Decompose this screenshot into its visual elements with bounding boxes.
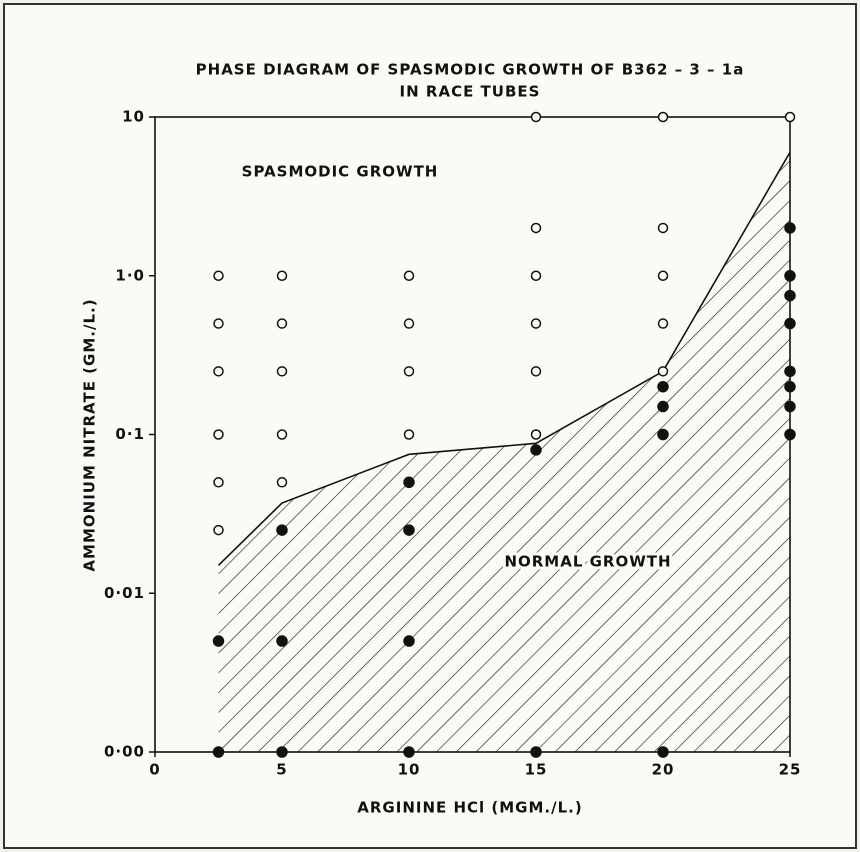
boundary-line bbox=[217, 151, 791, 566]
y-tick-label: 0·00 bbox=[104, 743, 145, 761]
x-tick-label: 0 bbox=[149, 761, 160, 779]
normal-point bbox=[784, 289, 796, 302]
normal-point bbox=[212, 746, 225, 758]
normal-point bbox=[784, 222, 796, 234]
x-tick-label: 20 bbox=[652, 761, 675, 779]
normal-point bbox=[276, 524, 288, 536]
spasmodic-point bbox=[530, 318, 542, 329]
spasmodic-point bbox=[213, 477, 224, 488]
spasmodic-point bbox=[276, 318, 288, 329]
x-axis-label: ARGININE HCl (MGM./L.) bbox=[357, 799, 582, 817]
normal-point bbox=[212, 635, 225, 647]
normal-point bbox=[784, 380, 796, 393]
region-label: NORMAL GROWTH bbox=[504, 553, 671, 571]
normal-point bbox=[784, 270, 796, 282]
normal-point bbox=[657, 746, 669, 758]
spasmodic-point bbox=[276, 366, 288, 377]
normal-point bbox=[403, 635, 415, 647]
spasmodic-point bbox=[276, 429, 288, 440]
y-axis-label: AMMONIUM NITRATE (GM./L.) bbox=[81, 298, 99, 571]
normal-point bbox=[784, 428, 796, 441]
spasmodic-point bbox=[213, 429, 224, 440]
normal-point bbox=[657, 428, 669, 441]
spasmodic-point bbox=[530, 222, 542, 234]
normal-point bbox=[276, 746, 288, 758]
normal-point bbox=[530, 444, 542, 456]
y-tick-label: 0·1 bbox=[115, 425, 145, 443]
spasmodic-point bbox=[784, 111, 796, 123]
spasmodic-point bbox=[276, 270, 288, 281]
normal-point bbox=[784, 400, 796, 413]
spasmodic-point bbox=[213, 318, 224, 329]
normal-point bbox=[784, 317, 796, 330]
spasmodic-point bbox=[213, 270, 224, 281]
region-label: SPASMODIC GROWTH bbox=[242, 163, 439, 181]
normal-point bbox=[657, 400, 669, 413]
normal-point bbox=[784, 365, 796, 378]
normal-point bbox=[530, 746, 542, 758]
spasmodic-point bbox=[276, 477, 288, 488]
spasmodic-point bbox=[657, 270, 669, 281]
chart-subtitle: IN RACE TUBES bbox=[400, 83, 541, 101]
y-tick-label: 10 bbox=[122, 108, 145, 126]
spasmodic-point bbox=[403, 270, 415, 281]
spasmodic-point bbox=[657, 318, 669, 329]
spasmodic-point bbox=[403, 429, 415, 440]
normal-point bbox=[657, 380, 669, 393]
spasmodic-point bbox=[657, 366, 669, 377]
spasmodic-point bbox=[403, 318, 415, 329]
spasmodic-point bbox=[213, 366, 224, 377]
spasmodic-point bbox=[657, 111, 669, 123]
y-tick-label: 0·01 bbox=[104, 584, 145, 602]
x-tick-label: 5 bbox=[276, 761, 287, 779]
normal-point bbox=[403, 524, 415, 536]
x-tick-label: 15 bbox=[525, 761, 548, 779]
normal-region bbox=[218, 152, 790, 752]
y-tick-label: 1·0 bbox=[115, 266, 145, 284]
spasmodic-point bbox=[530, 429, 542, 440]
spasmodic-point bbox=[530, 270, 542, 281]
normal-point bbox=[276, 635, 288, 647]
x-tick-label: 25 bbox=[779, 761, 802, 779]
spasmodic-point bbox=[213, 524, 224, 536]
spasmodic-point bbox=[530, 111, 542, 123]
x-tick-label: 10 bbox=[398, 761, 421, 779]
normal-point bbox=[403, 746, 415, 758]
spasmodic-point bbox=[657, 222, 669, 234]
chart-title: PHASE DIAGRAM OF SPASMODIC GROWTH OF B36… bbox=[196, 61, 745, 79]
spasmodic-point bbox=[530, 366, 542, 377]
spasmodic-point bbox=[403, 366, 415, 377]
normal-point bbox=[403, 476, 415, 489]
